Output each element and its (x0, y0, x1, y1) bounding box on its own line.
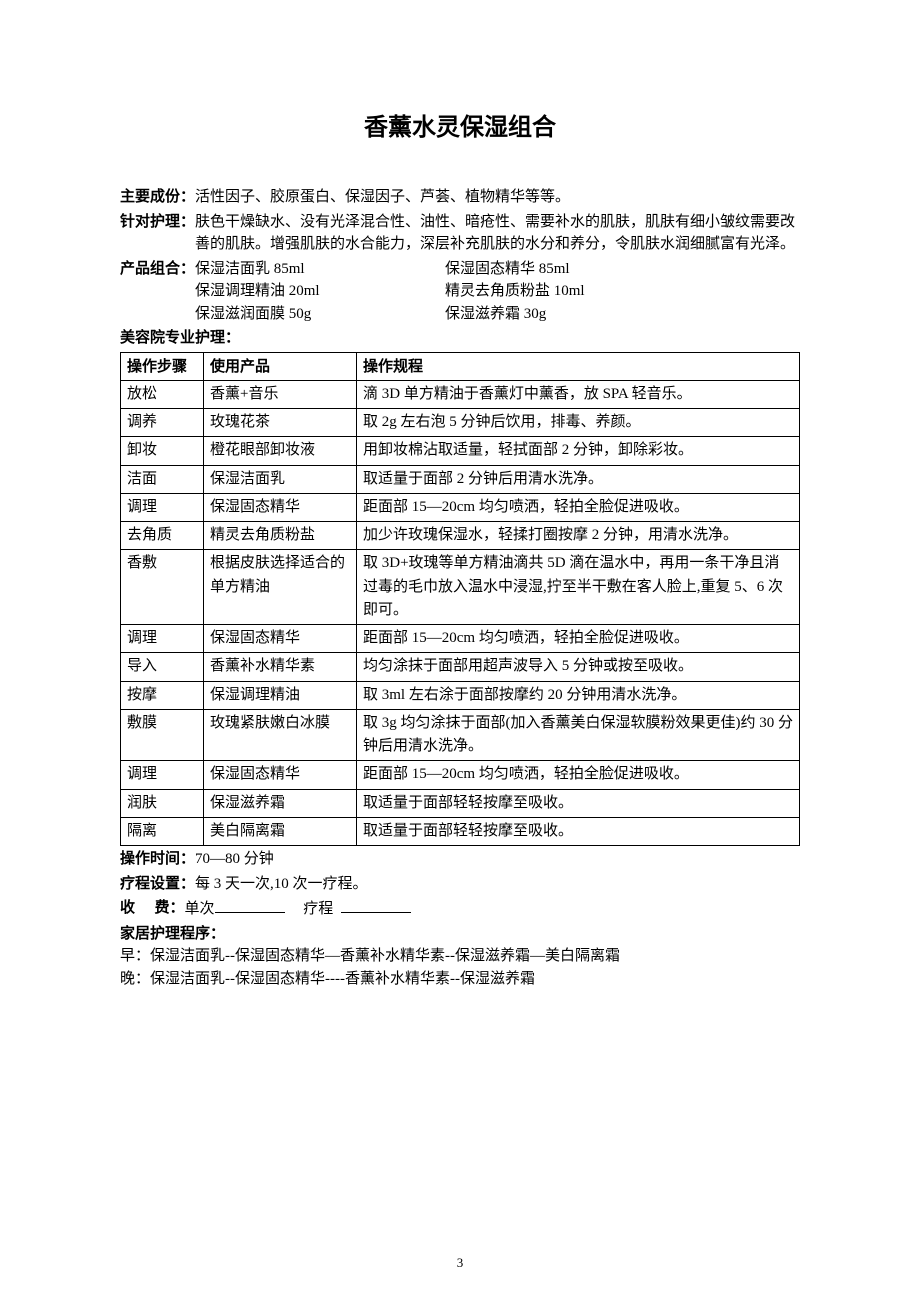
duration-label: 操作时间： (120, 848, 195, 871)
table-row: 香敷根据皮肤选择适合的单方精油取 3D+玫瑰等单方精油滴共 5D 滴在温水中，再… (121, 550, 800, 625)
cell-step: 润肤 (121, 789, 204, 817)
cell-procedure: 均匀涂抹于面部用超声波导入 5 分钟或按至吸收。 (357, 653, 800, 681)
fee-course-blank (341, 897, 411, 913)
cell-product: 保湿固态精华 (204, 493, 357, 521)
cell-procedure: 用卸妆棉沾取适量，轻拭面部 2 分钟，卸除彩妆。 (357, 437, 800, 465)
duration-row: 操作时间： 70—80 分钟 (120, 848, 800, 871)
table-row: 导入香薰补水精华素均匀涂抹于面部用超声波导入 5 分钟或按至吸收。 (121, 653, 800, 681)
cell-product: 保湿洁面乳 (204, 465, 357, 493)
duration-value: 70—80 分钟 (195, 848, 274, 871)
combo-grid: 保湿洁面乳 85ml 保湿调理精油 20ml 保湿滋润面膜 50g 保湿固态精华… (195, 258, 800, 326)
table-row: 洁面保湿洁面乳取适量于面部 2 分钟后用清水洗净。 (121, 465, 800, 493)
cell-product: 保湿调理精油 (204, 681, 357, 709)
table-row: 敷膜玫瑰紧肤嫩白冰膜取 3g 均匀涂抹于面部(加入香薰美白保湿软膜粉效果更佳)约… (121, 709, 800, 761)
cell-procedure: 取 3D+玫瑰等单方精油滴共 5D 滴在温水中，再用一条干净且消过毒的毛巾放入温… (357, 550, 800, 625)
cell-step: 调理 (121, 761, 204, 789)
course-label: 疗程设置： (120, 873, 195, 896)
cell-product: 根据皮肤选择适合的单方精油 (204, 550, 357, 625)
fee-single-label: 单次 (185, 901, 215, 917)
cell-product: 美白隔离霜 (204, 817, 357, 845)
cell-procedure: 取 2g 左右泡 5 分钟后饮用，排毒、养颜。 (357, 409, 800, 437)
cell-step: 香敷 (121, 550, 204, 625)
cell-product: 香薰+音乐 (204, 380, 357, 408)
home-morning: 早：保湿洁面乳--保湿固态精华—香薰补水精华素--保湿滋养霜—美白隔离霜 (120, 945, 800, 968)
cell-product: 保湿滋养霜 (204, 789, 357, 817)
cell-procedure: 滴 3D 单方精油于香薰灯中薰香，放 SPA 轻音乐。 (357, 380, 800, 408)
cell-step: 按摩 (121, 681, 204, 709)
col-header-product: 使用产品 (204, 352, 357, 380)
cell-procedure: 取适量于面部轻轻按摩至吸收。 (357, 817, 800, 845)
combo-item: 保湿滋润面膜 50g (195, 303, 445, 326)
cell-procedure: 加少许玫瑰保湿水，轻揉打圈按摩 2 分钟，用清水洗净。 (357, 522, 800, 550)
fee-course-label: 疗程 (303, 901, 333, 917)
table-row: 放松香薰+音乐滴 3D 单方精油于香薰灯中薰香，放 SPA 轻音乐。 (121, 380, 800, 408)
cell-step: 卸妆 (121, 437, 204, 465)
cell-product: 保湿固态精华 (204, 625, 357, 653)
combo-item: 精灵去角质粉盐 10ml (445, 280, 695, 303)
table-header-row: 操作步骤 使用产品 操作规程 (121, 352, 800, 380)
cell-procedure: 距面部 15—20cm 均匀喷洒，轻拍全脸促进吸收。 (357, 493, 800, 521)
cell-procedure: 距面部 15—20cm 均匀喷洒，轻拍全脸促进吸收。 (357, 761, 800, 789)
table-row: 调理保湿固态精华距面部 15—20cm 均匀喷洒，轻拍全脸促进吸收。 (121, 625, 800, 653)
combo-item: 保湿调理精油 20ml (195, 280, 445, 303)
cell-step: 导入 (121, 653, 204, 681)
cell-procedure: 取 3g 均匀涂抹于面部(加入香薰美白保湿软膜粉效果更佳)约 30 分钟后用清水… (357, 709, 800, 761)
target-section: 针对护理： 肤色干燥缺水、没有光泽混合性、油性、暗疮性、需要补水的肌肤，肌肤有细… (120, 211, 800, 256)
fee-body: 单次 疗程 (185, 897, 411, 921)
document-page: 香薰水灵保湿组合 主要成份： 活性因子、胶原蛋白、保湿因子、芦荟、植物精华等等。… (0, 0, 920, 1302)
table-row: 按摩保湿调理精油取 3ml 左右涂于面部按摩约 20 分钟用清水洗净。 (121, 681, 800, 709)
combo-col-left: 保湿洁面乳 85ml 保湿调理精油 20ml 保湿滋润面膜 50g (195, 258, 445, 326)
fee-label: 收费： (120, 897, 185, 921)
table-row: 去角质精灵去角质粉盐加少许玫瑰保湿水，轻揉打圈按摩 2 分钟，用清水洗净。 (121, 522, 800, 550)
cell-procedure: 距面部 15—20cm 均匀喷洒，轻拍全脸促进吸收。 (357, 625, 800, 653)
cell-step: 调理 (121, 625, 204, 653)
cell-step: 洁面 (121, 465, 204, 493)
cell-step: 去角质 (121, 522, 204, 550)
fee-row: 收费： 单次 疗程 (120, 897, 800, 921)
combo-section: 产品组合： 保湿洁面乳 85ml 保湿调理精油 20ml 保湿滋润面膜 50g … (120, 258, 800, 326)
cell-product: 香薰补水精华素 (204, 653, 357, 681)
course-row: 疗程设置： 每 3 天一次,10 次一疗程。 (120, 873, 800, 896)
cell-product: 玫瑰紧肤嫩白冰膜 (204, 709, 357, 761)
table-row: 调理保湿固态精华距面部 15—20cm 均匀喷洒，轻拍全脸促进吸收。 (121, 761, 800, 789)
combo-item: 保湿洁面乳 85ml (195, 258, 445, 281)
col-header-procedure: 操作规程 (357, 352, 800, 380)
combo-col-right: 保湿固态精华 85ml 精灵去角质粉盐 10ml 保湿滋养霜 30g (445, 258, 695, 326)
cell-step: 放松 (121, 380, 204, 408)
table-row: 调理保湿固态精华距面部 15—20cm 均匀喷洒，轻拍全脸促进吸收。 (121, 493, 800, 521)
page-number: 3 (0, 1253, 920, 1273)
cell-procedure: 取 3ml 左右涂于面部按摩约 20 分钟用清水洗净。 (357, 681, 800, 709)
cell-step: 隔离 (121, 817, 204, 845)
ingredients-body: 活性因子、胶原蛋白、保湿因子、芦荟、植物精华等等。 (195, 186, 800, 209)
table-row: 调养玫瑰花茶取 2g 左右泡 5 分钟后饮用，排毒、养颜。 (121, 409, 800, 437)
combo-item: 保湿滋养霜 30g (445, 303, 695, 326)
cell-product: 精灵去角质粉盐 (204, 522, 357, 550)
combo-item: 保湿固态精华 85ml (445, 258, 695, 281)
cell-step: 调养 (121, 409, 204, 437)
course-value: 每 3 天一次,10 次一疗程。 (195, 873, 368, 896)
target-body: 肤色干燥缺水、没有光泽混合性、油性、暗疮性、需要补水的肌肤，肌肤有细小皱纹需要改… (195, 211, 800, 256)
cell-step: 调理 (121, 493, 204, 521)
combo-label: 产品组合： (120, 258, 195, 326)
table-row: 卸妆橙花眼部卸妆液用卸妆棉沾取适量，轻拭面部 2 分钟，卸除彩妆。 (121, 437, 800, 465)
home-header: 家居护理程序： (120, 923, 800, 946)
cell-procedure: 取适量于面部 2 分钟后用清水洗净。 (357, 465, 800, 493)
cell-product: 橙花眼部卸妆液 (204, 437, 357, 465)
ingredients-section: 主要成份： 活性因子、胶原蛋白、保湿因子、芦荟、植物精华等等。 (120, 186, 800, 209)
target-label: 针对护理： (120, 211, 195, 256)
cell-product: 玫瑰花茶 (204, 409, 357, 437)
table-row: 隔离美白隔离霜取适量于面部轻轻按摩至吸收。 (121, 817, 800, 845)
table-row: 润肤保湿滋养霜取适量于面部轻轻按摩至吸收。 (121, 789, 800, 817)
page-title: 香薰水灵保湿组合 (120, 110, 800, 146)
cell-procedure: 取适量于面部轻轻按摩至吸收。 (357, 789, 800, 817)
col-header-step: 操作步骤 (121, 352, 204, 380)
cell-product: 保湿固态精华 (204, 761, 357, 789)
ingredients-label: 主要成份： (120, 186, 195, 209)
home-evening: 晚：保湿洁面乳--保湿固态精华----香薰补水精华素--保湿滋养霜 (120, 968, 800, 991)
cell-step: 敷膜 (121, 709, 204, 761)
fee-single-blank (215, 897, 285, 913)
steps-table: 操作步骤 使用产品 操作规程 放松香薰+音乐滴 3D 单方精油于香薰灯中薰香，放… (120, 352, 800, 847)
salon-header: 美容院专业护理： (120, 327, 800, 350)
